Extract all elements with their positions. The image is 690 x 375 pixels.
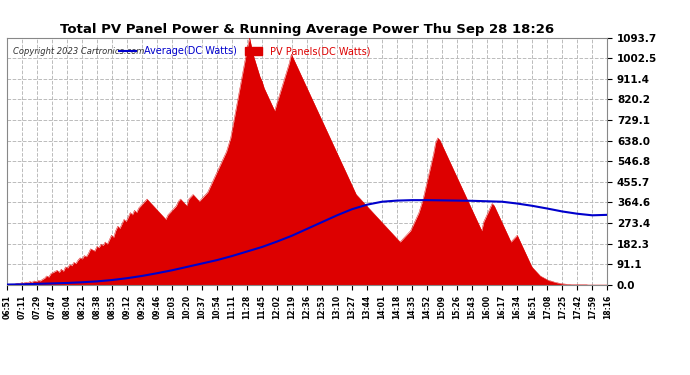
Title: Total PV Panel Power & Running Average Power Thu Sep 28 18:26: Total PV Panel Power & Running Average P… (60, 23, 554, 36)
Legend: Average(DC Watts), PV Panels(DC Watts): Average(DC Watts), PV Panels(DC Watts) (115, 42, 374, 60)
Text: Copyright 2023 Cartronics.com: Copyright 2023 Cartronics.com (13, 47, 144, 56)
